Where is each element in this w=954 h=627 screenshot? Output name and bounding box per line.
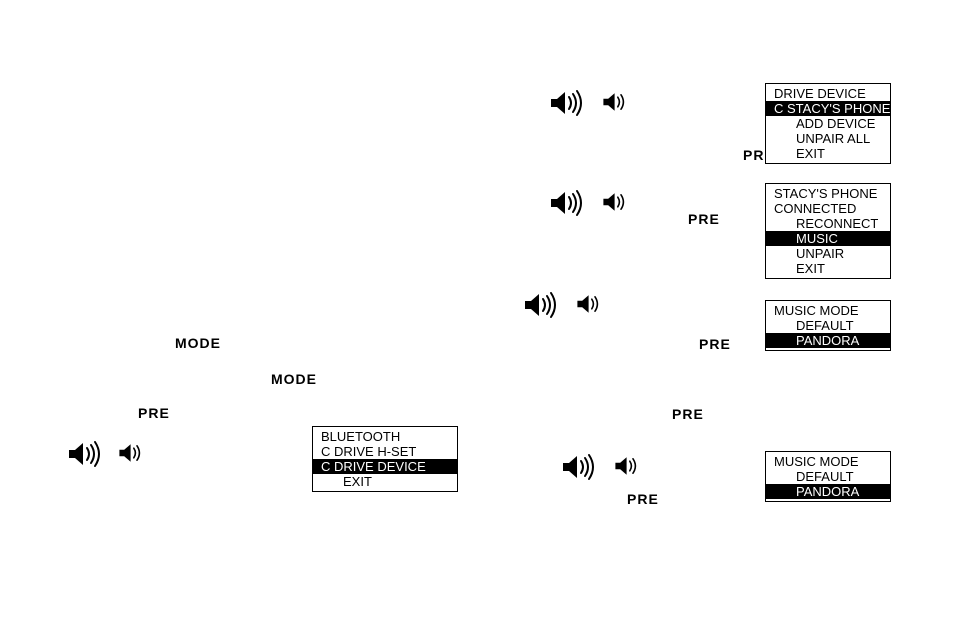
menu-item[interactable]: UNPAIR [766, 246, 890, 261]
menu-item[interactable]: MUSIC MODE [766, 303, 890, 318]
speaker-icon [601, 90, 633, 119]
menu-music-mode-1[interactable]: MUSIC MODEDEFAULTPANDORA [765, 300, 891, 351]
menu-item[interactable]: BLUETOOTH [313, 429, 457, 444]
menu-item[interactable]: DEFAULT [766, 318, 890, 333]
menu-item[interactable]: C DRIVE DEVICE [313, 459, 457, 474]
label-mode-1: MODE [175, 335, 221, 351]
menu-music-mode-2[interactable]: MUSIC MODEDEFAULTPANDORA [765, 451, 891, 502]
menu-bluetooth[interactable]: BLUETOOTHC DRIVE H-SETC DRIVE DEVICEEXIT [312, 426, 458, 492]
label-pre-r3: PRE [699, 336, 731, 352]
menu-item[interactable]: PANDORA [766, 484, 890, 499]
speaker-icon [548, 88, 588, 123]
speaker-icon [548, 188, 588, 223]
menu-item[interactable]: STACY'S PHONE [766, 186, 890, 201]
speaker-icon [575, 292, 607, 321]
speaker-icon [117, 441, 149, 470]
menu-item[interactable]: C DRIVE H-SET [313, 444, 457, 459]
menu-item[interactable]: MUSIC MODE [766, 454, 890, 469]
menu-drive-device[interactable]: DRIVE DEVICEC STACY'S PHONEADD DEVICEUNP… [765, 83, 891, 164]
menu-item[interactable]: EXIT [766, 146, 890, 161]
speaker-icon [522, 290, 562, 325]
menu-item[interactable]: ADD DEVICE [766, 116, 890, 131]
menu-item[interactable]: MUSIC [766, 231, 890, 246]
speaker-icon [613, 454, 645, 483]
label-pre-r5: PRE [627, 491, 659, 507]
menu-item[interactable]: EXIT [313, 474, 457, 489]
speaker-icon [560, 452, 600, 487]
speaker-icon [66, 439, 106, 474]
menu-item[interactable]: DEFAULT [766, 469, 890, 484]
menu-item[interactable]: C STACY'S PHONE [766, 101, 890, 116]
label-pre-r2: PRE [688, 211, 720, 227]
label-pre-left: PRE [138, 405, 170, 421]
menu-stacys-phone[interactable]: STACY'S PHONECONNECTEDRECONNECTMUSICUNPA… [765, 183, 891, 279]
stage: MODE MODE PRE PRE PRE PRE PRE PRE [0, 0, 954, 627]
label-pre-r4: PRE [672, 406, 704, 422]
menu-item[interactable]: DRIVE DEVICE [766, 86, 890, 101]
speaker-icon [601, 190, 633, 219]
menu-item[interactable]: UNPAIR ALL [766, 131, 890, 146]
menu-item[interactable]: EXIT [766, 261, 890, 276]
menu-item[interactable]: PANDORA [766, 333, 890, 348]
label-mode-2: MODE [271, 371, 317, 387]
menu-item[interactable]: RECONNECT [766, 216, 890, 231]
menu-item[interactable]: CONNECTED [766, 201, 890, 216]
